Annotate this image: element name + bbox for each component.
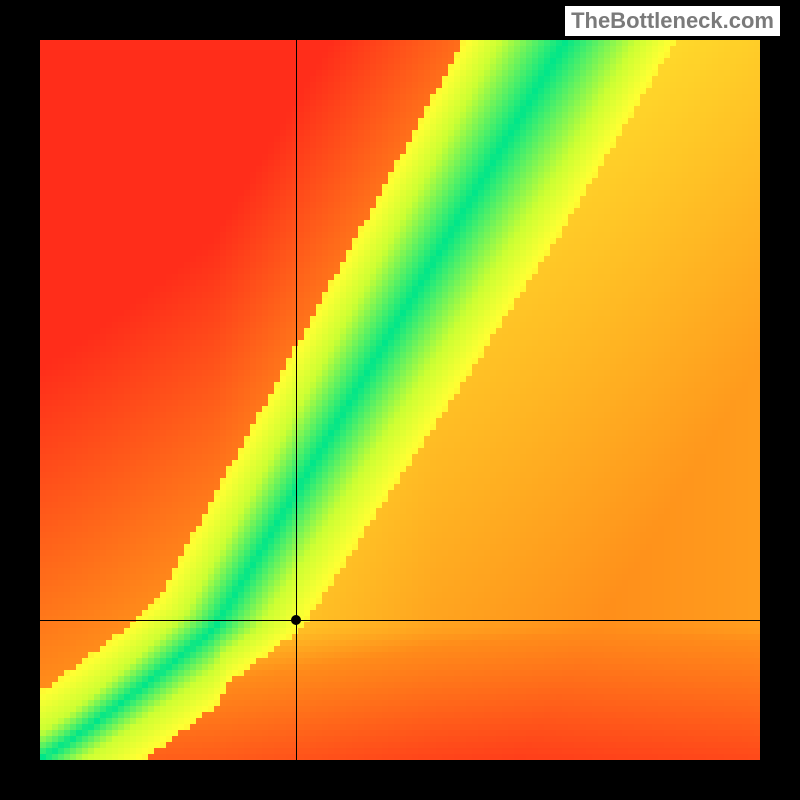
operating-point-marker <box>291 615 301 625</box>
crosshair-vertical <box>296 40 297 760</box>
bottleneck-heatmap <box>40 40 760 760</box>
crosshair-horizontal <box>40 620 760 621</box>
chart-container: TheBottleneck.com <box>0 0 800 800</box>
watermark-label: TheBottleneck.com <box>565 6 780 36</box>
